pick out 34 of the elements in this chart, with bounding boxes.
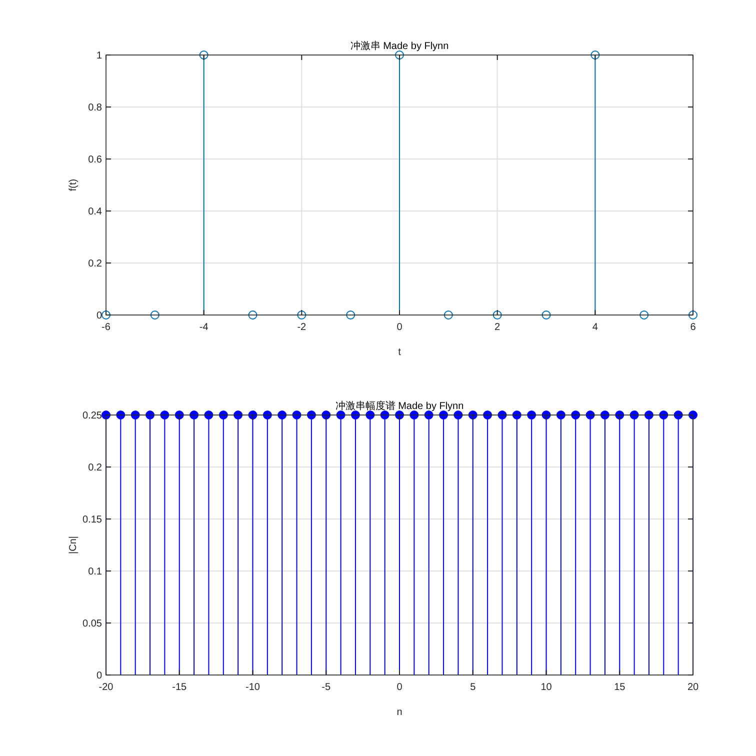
chart-title: 冲激串 Made by Flynn	[350, 40, 449, 52]
x-tick-label: 2	[494, 322, 501, 333]
y-tick-label: 0.1	[88, 566, 102, 578]
y-axis-title: f(t)	[68, 178, 79, 192]
y-axis-title: |Cn|	[68, 536, 79, 554]
x-tick-label: -6	[102, 322, 111, 333]
y-tick-label: 0.8	[88, 102, 102, 114]
y-tick-label: 0.15	[82, 514, 102, 526]
x-tick-label: 0	[396, 682, 403, 693]
y-tick-label: 0.2	[88, 462, 102, 474]
x-tick-label: 5	[470, 682, 476, 693]
x-tick-label: -2	[297, 322, 307, 333]
y-tick-label: 0	[96, 670, 102, 682]
y-tick-label: 0.4	[88, 206, 102, 218]
y-tick-label: 0.25	[82, 410, 102, 422]
y-tick-label: 0	[96, 310, 102, 322]
x-tick-label: -15	[172, 682, 188, 693]
x-axis-title: n	[396, 707, 402, 718]
x-tick-label: -10	[246, 682, 260, 693]
y-tick-label: 1	[96, 50, 102, 62]
x-tick-label: -4	[199, 322, 209, 333]
x-tick-label: 15	[614, 682, 626, 693]
x-tick-label: -20	[98, 682, 114, 693]
y-tick-label: 0.6	[88, 154, 102, 166]
x-tick-label: -5	[322, 682, 331, 693]
chart-title: 冲激串幅度谱 Made by Flynn	[335, 400, 464, 412]
x-axis-title: t	[398, 347, 402, 358]
x-tick-label: 6	[690, 322, 696, 333]
y-tick-label: 0.05	[82, 618, 102, 630]
x-tick-label: 0	[396, 322, 403, 333]
y-tick-label: 0.2	[88, 258, 102, 270]
x-tick-label: 10	[540, 682, 552, 693]
x-tick-label: 4	[592, 322, 598, 333]
x-tick-label: 20	[687, 682, 699, 693]
